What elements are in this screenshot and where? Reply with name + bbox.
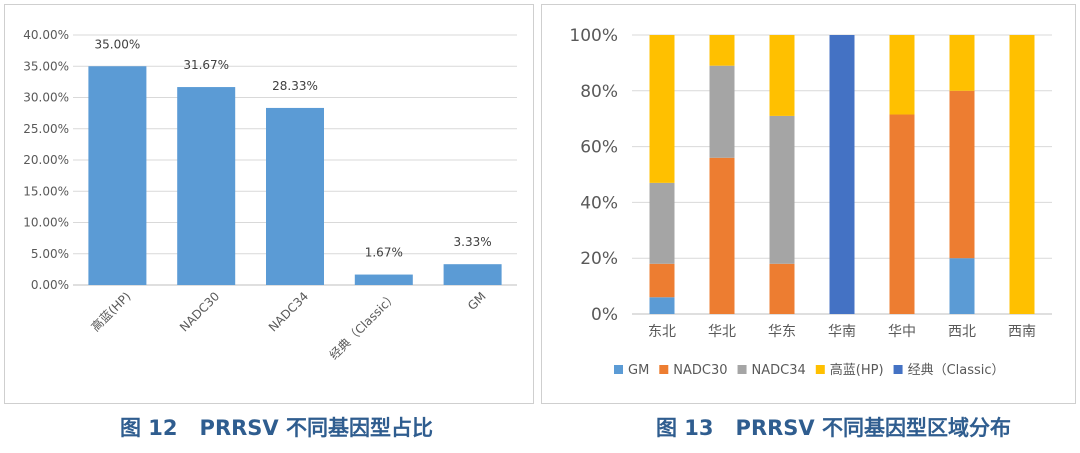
legend-label: 高蓝(HP) [830, 362, 884, 378]
bar-segment [649, 182, 675, 264]
legend-swatch [659, 365, 669, 374]
bar-segment [949, 35, 975, 91]
chart-panel-regional-distribution: 0% 20% 40% 60% 80% 100% 东北 华北 华东 华南 华中 西北 西南 GM NADC30… [541, 4, 1076, 404]
x-tick-label: 高蓝(HP) [88, 289, 134, 335]
bar-segment [1009, 35, 1035, 314]
y-tick-label: 20.00% [23, 153, 69, 167]
bar-segment [709, 157, 735, 314]
bar-segment [769, 263, 795, 314]
x-tick-label: 华南 [828, 324, 856, 340]
bar [177, 87, 236, 285]
legend-swatch [737, 365, 747, 374]
bar-segment [829, 35, 855, 314]
figure-caption-12: 图 12 PRRSV 不同基因型占比 [120, 412, 455, 442]
data-label: 31.67% [183, 58, 229, 72]
data-label: 3.33% [454, 235, 492, 249]
y-tick-label: 40.00% [23, 28, 69, 42]
bar-segment [709, 65, 735, 158]
bar-segment [769, 115, 795, 264]
bar [354, 274, 413, 285]
figure-caption-13: 图 13 PRRSV 不同基因型区域分布 [656, 412, 1033, 442]
data-label: 35.00% [95, 37, 141, 51]
y-tick-label: 15.00% [23, 184, 69, 198]
y-tick-label: 0.00% [31, 278, 69, 292]
x-tick-label: 西南 [1008, 324, 1036, 340]
data-label: 1.67% [365, 246, 403, 260]
y-tick-label: 35.00% [23, 59, 69, 73]
bar [443, 264, 502, 285]
x-tick-label: GM [465, 289, 489, 313]
bar-segment [889, 35, 915, 115]
x-tick-label: 经典（Classic） [327, 289, 400, 362]
figure-title: PRRSV 不同基因型区域分布 [735, 416, 1011, 440]
bar-segment [949, 90, 975, 259]
bar [266, 107, 324, 285]
x-tick-label: NADC30 [177, 289, 222, 334]
bar-segment [649, 35, 675, 183]
bar-segment [649, 297, 675, 314]
stacked-bar-chart-regional-distribution: 0% 20% 40% 60% 80% 100% 东北 华北 华东 华南 华中 西北 西南 GM NADC30… [569, 26, 1052, 378]
bar-segment [769, 35, 795, 116]
y-tick-label: 60% [580, 138, 618, 158]
y-tick-label: 25.00% [23, 122, 69, 136]
legend-swatch [893, 365, 903, 374]
bar-segment [949, 258, 975, 314]
x-tick-label: 华东 [768, 324, 796, 340]
legend-label: 经典（Classic） [908, 363, 1005, 378]
data-label: 28.33% [272, 79, 318, 93]
legend-swatch [815, 365, 825, 374]
x-tick-label: 东北 [648, 324, 676, 340]
figure-title: PRRSV 不同基因型占比 [199, 416, 433, 440]
bar [88, 66, 147, 285]
legend-label: NADC34 [752, 363, 806, 378]
y-tick-label: 80% [580, 82, 618, 102]
bar-segment [889, 114, 915, 314]
legend-label: GM [628, 363, 649, 378]
legend-label: NADC30 [673, 363, 727, 378]
chart-panel-genotype-share: 0.00% 5.00% 10.00% 15.00% 20.00% 25.00% 30.00%… [4, 4, 534, 404]
bar-segment [709, 35, 735, 66]
bar-chart-genotype-share: 0.00% 5.00% 10.00% 15.00% 20.00% 25.00% 30.00%… [23, 28, 517, 362]
y-tick-label: 40% [580, 193, 618, 213]
y-tick-label: 100% [569, 26, 618, 46]
figure-number: 图 12 [120, 416, 178, 440]
legend-swatch [614, 365, 623, 374]
y-tick-label: 0% [591, 305, 618, 325]
y-tick-label: 10.00% [23, 216, 69, 230]
figure-number: 图 13 [656, 416, 714, 440]
x-tick-label: 华中 [888, 324, 916, 340]
x-tick-label: 西北 [948, 324, 976, 340]
x-tick-label: 华北 [708, 324, 736, 340]
bar-segment [649, 263, 675, 298]
y-tick-label: 5.00% [31, 247, 69, 261]
y-tick-label: 30.00% [23, 91, 69, 105]
x-tick-label: NADC34 [266, 289, 311, 334]
y-tick-label: 20% [580, 249, 618, 269]
